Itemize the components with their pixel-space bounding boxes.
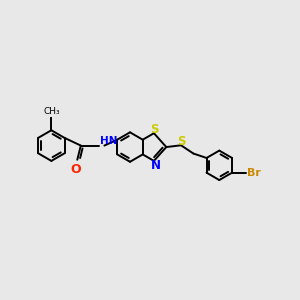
Text: O: O — [70, 163, 81, 176]
Text: S: S — [177, 135, 186, 148]
Text: S: S — [150, 123, 158, 136]
Text: N: N — [150, 159, 161, 172]
Text: CH₃: CH₃ — [43, 107, 60, 116]
Text: Br: Br — [248, 168, 261, 178]
Text: HN: HN — [100, 136, 117, 146]
